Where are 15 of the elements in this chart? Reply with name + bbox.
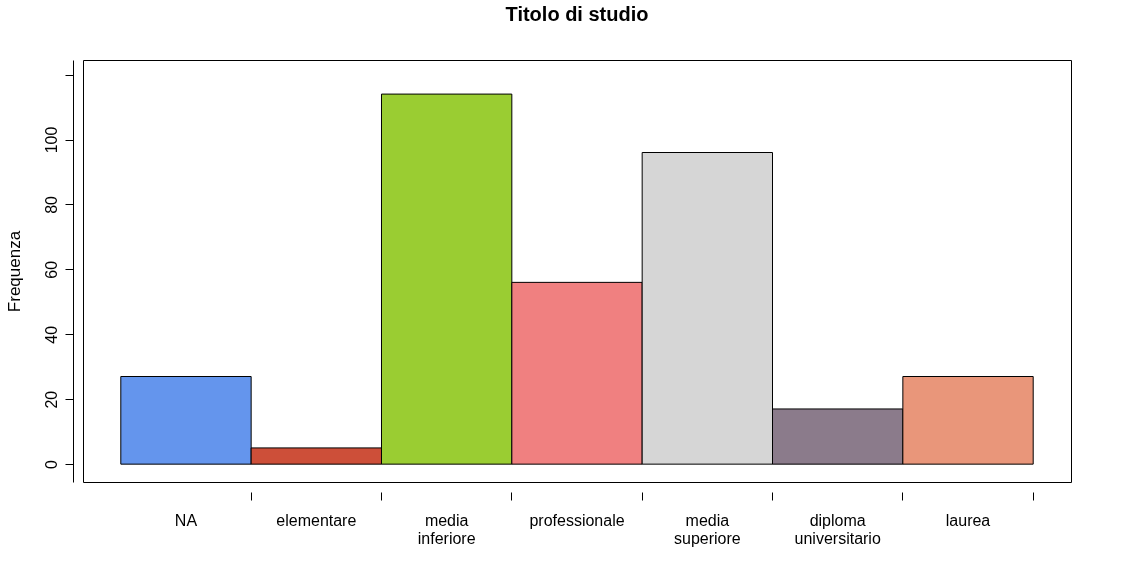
x-tick-label: media superiore <box>673 511 741 547</box>
y-tick-label: 100 <box>42 126 60 154</box>
y-axis-title: Frequenza <box>4 230 24 313</box>
y-tick-label: 20 <box>42 390 60 409</box>
x-tick-label: diploma universitario <box>794 511 881 547</box>
y-tick-label: 0 <box>42 460 60 470</box>
x-tick-label: laurea <box>945 511 991 529</box>
y-tick-label: 40 <box>42 325 60 344</box>
x-tick-label: media inferiore <box>417 511 476 547</box>
y-tick-label: 60 <box>42 260 60 279</box>
x-tick-label: professionale <box>529 511 625 529</box>
y-tick-label: 80 <box>42 195 60 214</box>
chart-title: Titolo di studio <box>505 3 649 25</box>
x-tick-label: NA <box>174 511 198 529</box>
x-tick-label: elementare <box>276 511 357 529</box>
